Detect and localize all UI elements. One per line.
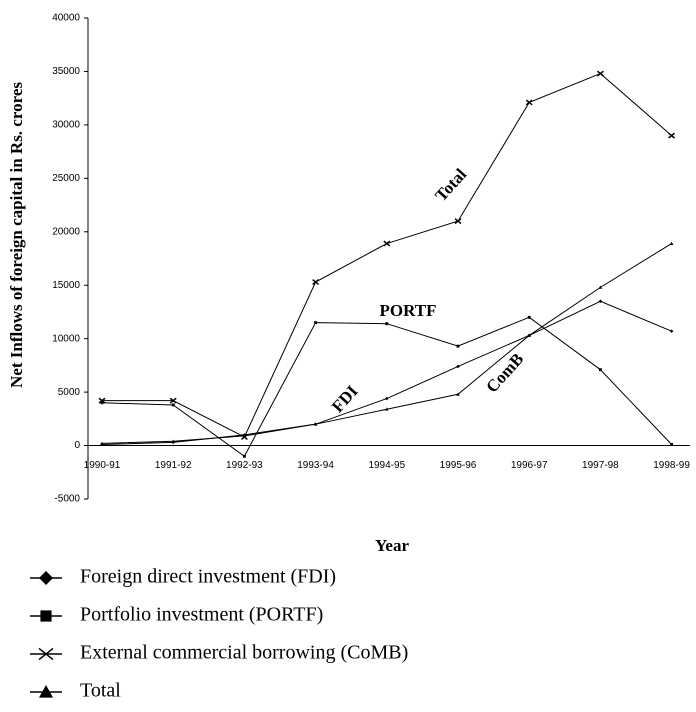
data-point bbox=[669, 329, 674, 333]
data-point bbox=[314, 321, 318, 325]
legend-marker bbox=[40, 610, 52, 622]
x-tick-label: 1996-97 bbox=[511, 460, 548, 471]
data-point bbox=[98, 397, 106, 404]
x-axis-label: Year bbox=[375, 536, 409, 555]
data-point bbox=[385, 322, 389, 326]
x-tick-label: 1990-91 bbox=[84, 460, 121, 471]
y-tick-label: 15000 bbox=[52, 280, 80, 291]
x-tick-label: 1998-99 bbox=[653, 460, 690, 471]
data-point bbox=[100, 441, 104, 445]
series-line bbox=[101, 316, 672, 457]
data-point bbox=[385, 407, 389, 411]
x-tick-label: 1993-94 bbox=[297, 460, 334, 471]
legend-label: Portfolio investment (PORTF) bbox=[80, 604, 323, 626]
x-tick-label: 1991-92 bbox=[155, 460, 192, 471]
data-point bbox=[598, 368, 602, 372]
data-point bbox=[598, 299, 603, 304]
y-tick-label: 5000 bbox=[58, 387, 81, 398]
data-point bbox=[456, 392, 460, 396]
data-point bbox=[456, 364, 460, 369]
data-point bbox=[454, 218, 462, 225]
data-point bbox=[100, 401, 104, 405]
y-axis-label: Net Inflows of foreign capital in Rs. cr… bbox=[7, 82, 26, 388]
x-tick-label: 1992-93 bbox=[226, 460, 263, 471]
x-tick-label: 1995-96 bbox=[440, 460, 477, 471]
legend-label: External commercial borrowing (CoMB) bbox=[80, 642, 408, 664]
x-tick-label: 1997-98 bbox=[582, 460, 619, 471]
data-point bbox=[313, 422, 318, 426]
annotation: PORTF bbox=[379, 301, 436, 320]
y-tick-label: 10000 bbox=[52, 333, 80, 344]
series-line bbox=[102, 73, 672, 438]
legend-marker bbox=[39, 685, 53, 698]
data-point bbox=[171, 439, 175, 443]
y-tick-label: 0 bbox=[74, 440, 80, 451]
legend-label: Foreign direct investment (FDI) bbox=[80, 566, 336, 588]
data-point bbox=[171, 403, 175, 407]
data-point bbox=[596, 70, 604, 77]
data-point bbox=[527, 315, 531, 319]
legend-label: Total bbox=[80, 680, 121, 702]
x-tick-label: 1994-95 bbox=[368, 460, 405, 471]
data-point bbox=[383, 240, 391, 247]
data-point bbox=[668, 132, 676, 139]
data-point bbox=[527, 333, 531, 337]
data-point bbox=[312, 279, 320, 286]
data-point bbox=[242, 434, 247, 438]
data-point bbox=[242, 454, 246, 458]
data-point bbox=[385, 396, 389, 401]
y-tick-label: -5000 bbox=[54, 494, 80, 505]
data-point bbox=[525, 99, 533, 106]
annotation: Total bbox=[431, 165, 470, 206]
series-line bbox=[101, 243, 672, 444]
legend-marker bbox=[38, 647, 54, 661]
data-point bbox=[598, 285, 603, 289]
annotation: FDI bbox=[328, 381, 362, 416]
y-tick-label: 40000 bbox=[52, 13, 80, 24]
data-point bbox=[456, 344, 460, 348]
data-point bbox=[670, 443, 674, 446]
legend-marker bbox=[39, 571, 53, 585]
y-tick-label: 20000 bbox=[52, 226, 80, 237]
data-point bbox=[169, 397, 177, 404]
y-tick-label: 25000 bbox=[52, 173, 80, 184]
data-point bbox=[669, 241, 674, 245]
annotation: ComB bbox=[482, 349, 527, 396]
y-tick-label: 35000 bbox=[52, 66, 80, 77]
y-tick-label: 30000 bbox=[52, 120, 80, 131]
